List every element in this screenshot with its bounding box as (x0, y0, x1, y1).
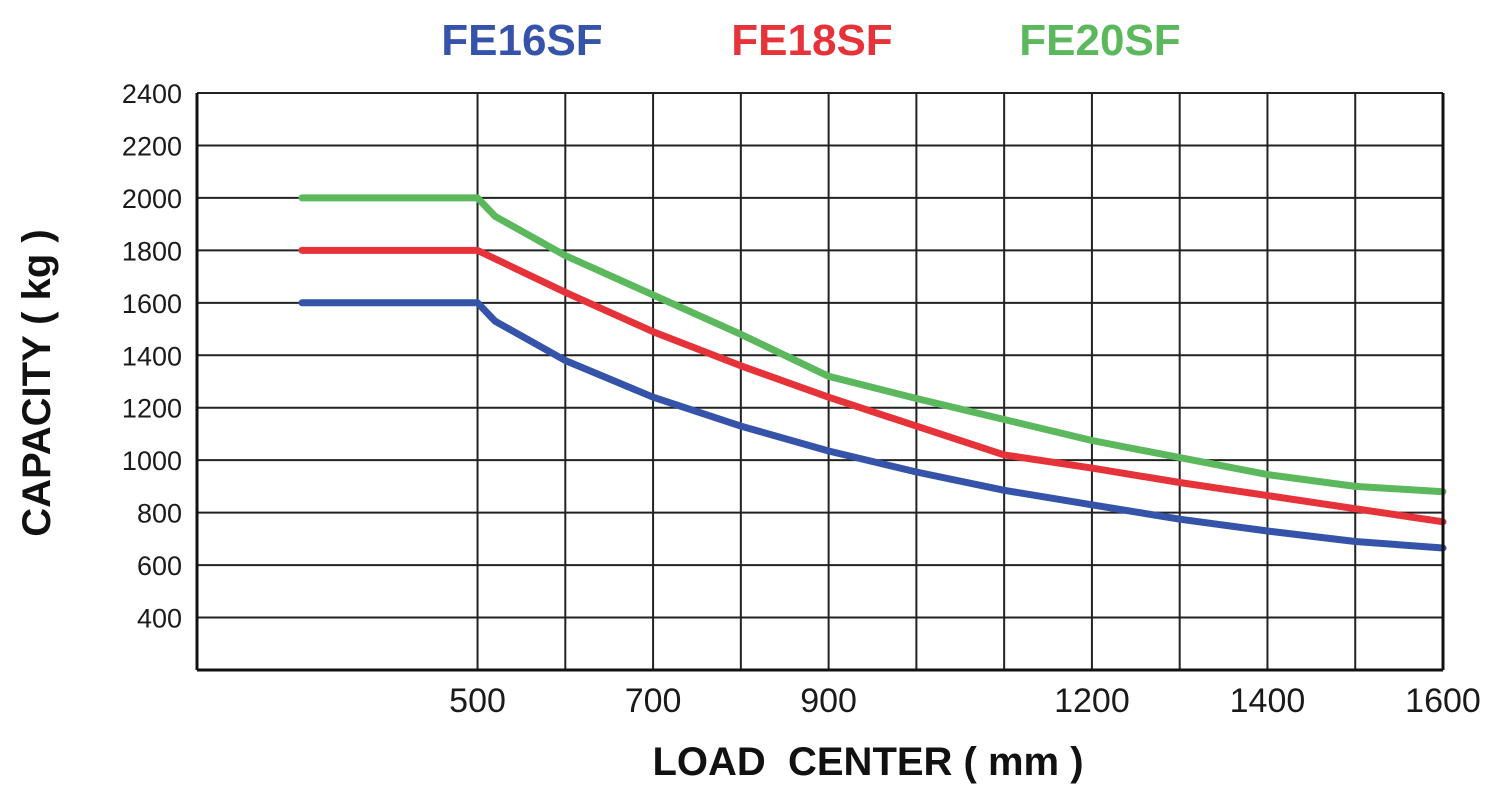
series-line-fe18sf (298, 246, 1447, 526)
x-axis-label: LOAD CENTER ( mm ) (652, 740, 1083, 784)
legend-item-fe16sf: FE16SF (441, 16, 602, 65)
y-tick-label: 2200 (122, 131, 182, 161)
legend: FE16SF FE18SF FE20SF (441, 16, 1180, 65)
y-tick-label: 600 (137, 551, 182, 581)
y-tick-label: 800 (137, 499, 182, 529)
series-lines (298, 194, 1447, 552)
plot-frame (195, 93, 1445, 672)
y-tick-label: 400 (137, 604, 182, 634)
x-tick-labels: 500 700 900 1200 1400 1600 (449, 682, 1481, 720)
grid-lines (197, 92, 1444, 670)
y-tick-label: 1800 (122, 236, 182, 266)
x-tick-label: 1400 (1230, 682, 1306, 720)
legend-item-fe20sf: FE20SF (1019, 16, 1180, 65)
x-tick-label: 1200 (1054, 682, 1130, 720)
y-tick-labels: 400 600 800 1000 1200 1400 1600 1800 2000 2200 240… (122, 79, 182, 634)
y-tick-label: 1200 (122, 394, 182, 424)
x-tick-label: 1600 (1405, 682, 1481, 720)
legend-item-fe18sf: FE18SF (731, 16, 892, 65)
y-tick-label: 1400 (122, 341, 182, 371)
y-axis-label: CAPACITY ( kg ) (15, 229, 59, 536)
y-tick-label: 2400 (122, 79, 182, 109)
x-tick-label: 700 (625, 682, 682, 720)
x-tick-label: 500 (449, 682, 506, 720)
x-tick-label: 900 (800, 682, 857, 720)
y-tick-label: 2000 (122, 184, 182, 214)
y-tick-label: 1600 (122, 289, 182, 319)
series-line-fe20sf (298, 194, 1447, 496)
series-line-fe16sf (298, 299, 1447, 552)
y-tick-label: 1000 (122, 446, 182, 476)
